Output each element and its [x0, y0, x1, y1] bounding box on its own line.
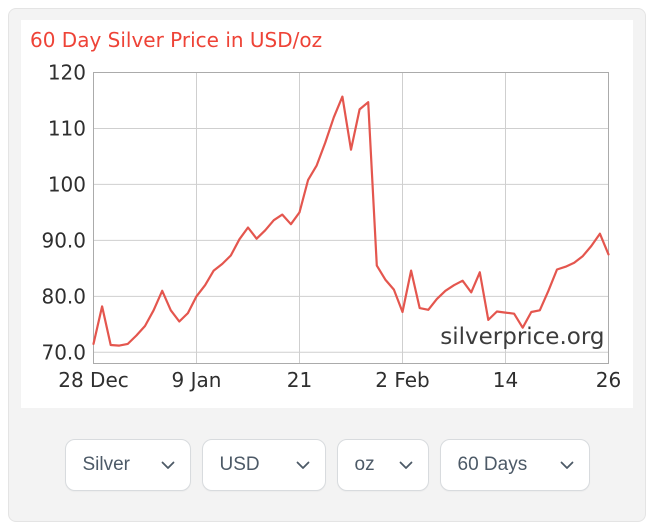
metal-select[interactable]: Silver: [64, 439, 191, 491]
period-select[interactable]: 60 Days: [439, 439, 590, 491]
svg-text:110: 110: [48, 116, 86, 140]
period-select-value: 60 Days: [457, 454, 528, 475]
currency-select[interactable]: USD: [201, 439, 326, 491]
chevron-down-icon: [399, 461, 412, 469]
controls-row: Silver USD oz 60 Days: [9, 439, 645, 491]
chevron-down-icon: [161, 461, 174, 469]
currency-select-value: USD: [219, 454, 260, 475]
svg-text:14: 14: [493, 368, 518, 392]
metal-select-value: Silver: [82, 454, 131, 475]
svg-text:100: 100: [48, 172, 86, 196]
svg-text:90.0: 90.0: [41, 228, 86, 252]
chevron-down-icon: [296, 461, 309, 469]
svg-text:120: 120: [48, 61, 86, 85]
svg-text:2 Feb: 2 Feb: [375, 368, 430, 392]
unit-select-value: oz: [354, 454, 375, 475]
svg-text:70.0: 70.0: [41, 340, 86, 364]
svg-text:26: 26: [596, 368, 621, 392]
unit-select[interactable]: oz: [336, 439, 429, 491]
svg-text:28 Dec: 28 Dec: [58, 368, 129, 392]
svg-text:21: 21: [287, 368, 312, 392]
svg-text:80.0: 80.0: [41, 284, 86, 308]
chevron-down-icon: [560, 461, 573, 469]
chart-card: silverprice.org 120 110 100 90.0 80.0 70.0 28 D…: [21, 20, 633, 408]
widget-panel: silverprice.org 120 110 100 90.0 80.0 70.0 28 D…: [8, 8, 646, 522]
chart-title: 60 Day Silver Price in USD/oz: [30, 28, 323, 52]
svg-text:9 Jan: 9 Jan: [172, 368, 222, 392]
